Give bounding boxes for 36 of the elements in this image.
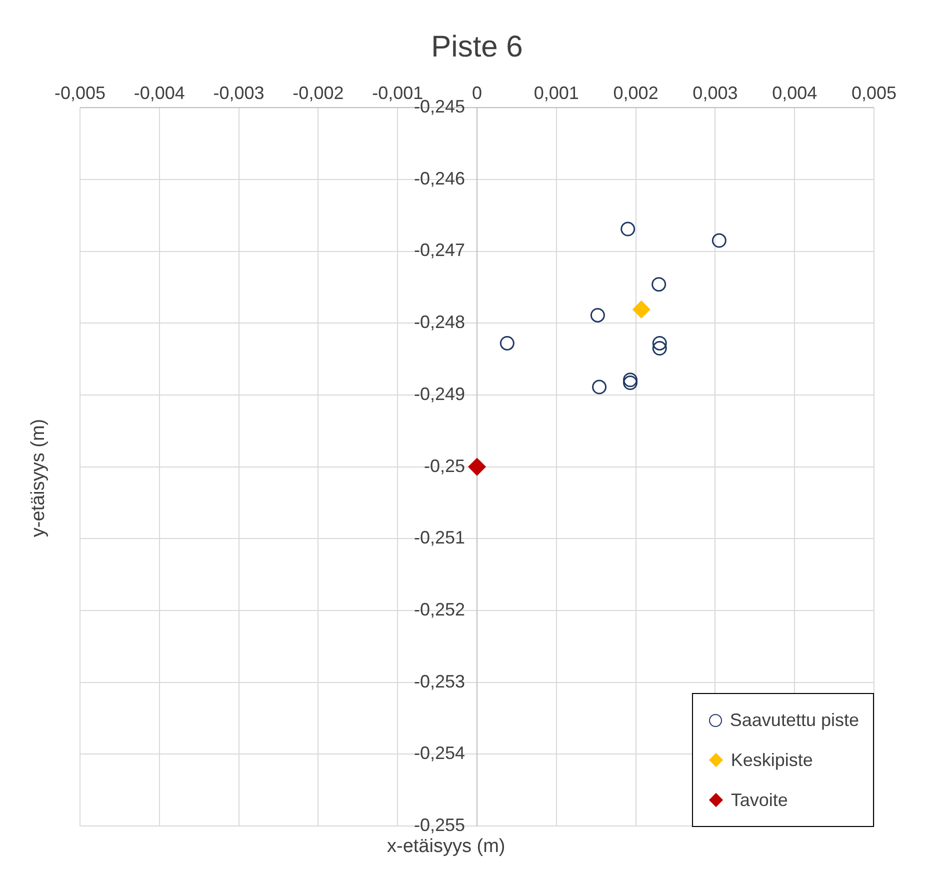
x-tick-label: 0,003 xyxy=(692,82,738,103)
point xyxy=(712,233,726,248)
point xyxy=(652,336,667,350)
x-tick-label: -0,005 xyxy=(54,82,106,103)
y-tick-label: -0,25 xyxy=(424,456,465,476)
y-tick-label: -0,254 xyxy=(414,743,465,764)
x-tick-label: 0 xyxy=(472,82,482,103)
x-tick-label: 0,002 xyxy=(613,82,658,103)
legend-label: Saavutettu piste xyxy=(730,710,859,730)
legend-label: Keskipiste xyxy=(730,750,813,770)
y-tick-label: -0,255 xyxy=(414,814,465,835)
point xyxy=(468,458,486,476)
point xyxy=(500,336,514,350)
point xyxy=(652,341,667,356)
point xyxy=(590,308,605,322)
x-tick-label: -0,002 xyxy=(292,82,344,103)
point xyxy=(652,277,666,292)
y-tick-label: -0,248 xyxy=(414,312,465,332)
x-tick-label: -0,003 xyxy=(213,82,264,103)
y-tick-label: -0,252 xyxy=(414,599,465,620)
x-tick-label: 0,001 xyxy=(534,82,579,103)
y-tick-label: -0,246 xyxy=(414,168,465,188)
x-tick-label: 0,005 xyxy=(851,82,897,103)
point xyxy=(592,380,607,394)
y-tick-label: -0,247 xyxy=(414,240,465,260)
x-tick-label: 0,004 xyxy=(772,82,818,103)
x-axis-title: x-etäisyys (m) xyxy=(387,836,506,858)
y-tick-label: -0,251 xyxy=(414,528,465,548)
point xyxy=(620,222,636,236)
y-tick-label: -0,249 xyxy=(414,384,465,404)
x-tick-label: -0,004 xyxy=(134,82,185,103)
y-axis-title: y-etäisyys (m) xyxy=(28,418,50,537)
point xyxy=(632,300,650,318)
legend-label: Tavoite xyxy=(730,790,788,810)
chart-title: Piste 6 xyxy=(431,30,523,64)
y-tick-label: -0,253 xyxy=(414,671,465,692)
